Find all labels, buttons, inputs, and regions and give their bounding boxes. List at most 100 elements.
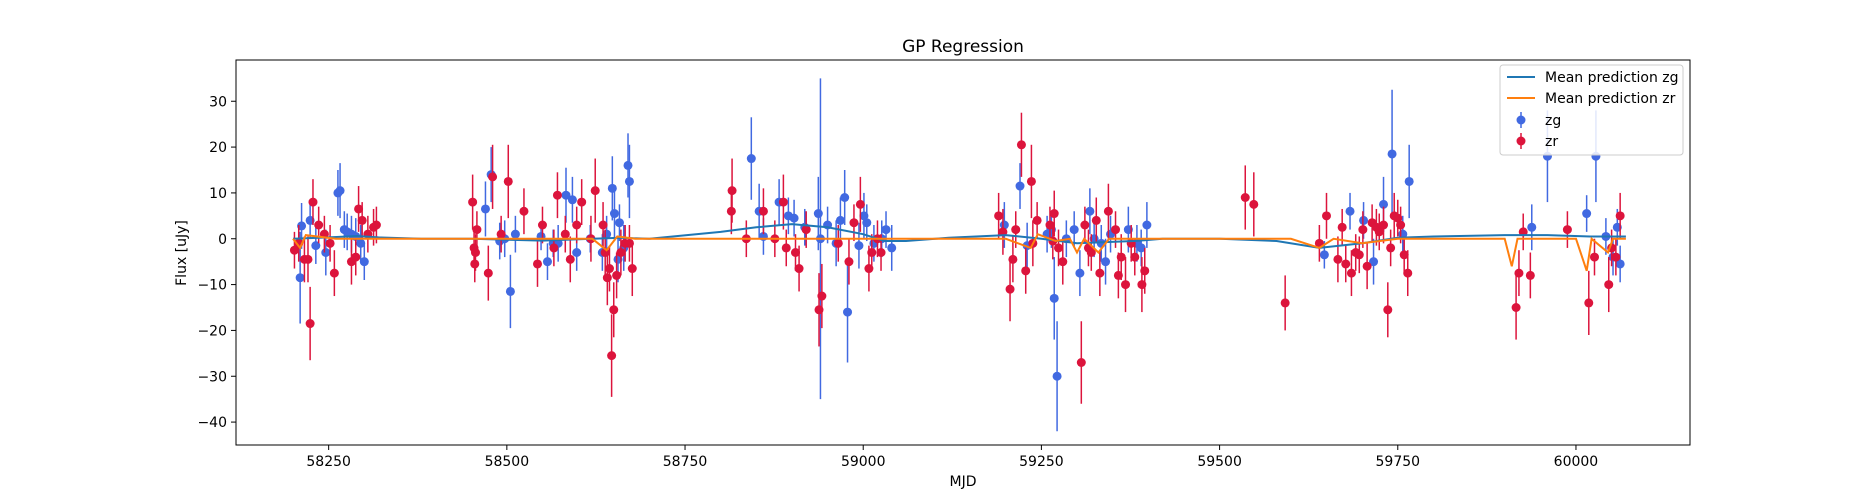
zg-point [1142, 220, 1152, 230]
zr-point [1604, 280, 1614, 290]
zg-point [887, 243, 897, 253]
zr-point [472, 225, 482, 235]
zg-point [624, 176, 634, 186]
zg-point [614, 218, 624, 228]
zg-point [311, 241, 321, 251]
zr-point [305, 319, 315, 329]
zr-point [833, 238, 843, 248]
zg-point [1049, 293, 1059, 303]
zr-point [1240, 193, 1250, 202]
zr-point [994, 211, 1004, 221]
zr-point [1383, 305, 1393, 315]
zg-point [510, 229, 520, 239]
zr-point [849, 218, 859, 228]
zr-point [1086, 248, 1096, 257]
x-tick-label: 60000 [1554, 454, 1599, 470]
zr-point [532, 259, 542, 269]
zr-point [1076, 358, 1086, 367]
y-axis-label: Flux [uJy] [174, 220, 190, 286]
zr-point [1054, 243, 1064, 253]
zr-point [1362, 261, 1372, 271]
zg-point [1101, 257, 1111, 267]
zr-point [1333, 254, 1343, 264]
zg-point [480, 204, 490, 214]
zr-point [855, 199, 865, 209]
plot-frame [235, 59, 1691, 446]
zr-point [503, 176, 513, 186]
zr-point [483, 268, 493, 278]
zr-point [727, 186, 737, 196]
zr-point [1354, 250, 1364, 260]
zr-point [876, 248, 886, 257]
x-tick-label: 59250 [1019, 454, 1064, 470]
zr-point [609, 305, 619, 315]
zr-point [308, 197, 318, 207]
zr-point [468, 197, 478, 207]
zr-point [844, 257, 854, 267]
zr-point [1008, 254, 1018, 264]
zr-point [577, 197, 587, 207]
legend-swatch-zg-marker [1516, 115, 1526, 125]
zg-point [1085, 206, 1095, 216]
zg-point [607, 183, 617, 193]
zr-point [1280, 298, 1290, 308]
zr-point [1341, 259, 1351, 269]
y-tick-label: 0 [218, 232, 227, 248]
zr-point [801, 225, 811, 235]
zr-point [627, 264, 637, 274]
chart-title: GP Regression [902, 37, 1024, 57]
x-tick-label: 58250 [306, 454, 351, 470]
zr-point [1322, 211, 1331, 221]
zr-point [303, 254, 313, 264]
zr-point [1399, 250, 1409, 260]
zg-point [840, 193, 850, 202]
zr-point [1584, 298, 1594, 308]
zr-point [565, 254, 575, 264]
legend-item-zr: zr [1516, 133, 1558, 150]
plot-area [289, 78, 1626, 432]
x-tick-label: 59000 [841, 454, 886, 470]
zg-point [335, 186, 345, 196]
legend: Mean prediction zg Mean prediction zr zg… [1499, 64, 1684, 156]
zr-point [1016, 140, 1026, 150]
legend-item-zg: zg [1516, 112, 1561, 129]
zr-point [604, 264, 614, 274]
zr-point [1080, 220, 1090, 230]
zr-point [1049, 209, 1059, 219]
zr-point [496, 229, 506, 239]
zg-point [321, 248, 331, 257]
zr-point [371, 220, 381, 230]
zg-point [1527, 222, 1537, 232]
zg-point [843, 307, 853, 317]
zr-point [1358, 225, 1368, 235]
zr-point [607, 351, 617, 361]
zr-point [1058, 257, 1068, 267]
zg-point [1052, 371, 1062, 381]
zr-point [1396, 220, 1406, 230]
x-tick-label: 58500 [485, 454, 530, 470]
zg-point [1404, 176, 1414, 186]
legend-label-zg: zg [1545, 113, 1561, 129]
series-mean-zg [292, 223, 1626, 249]
x-tick-label: 59500 [1197, 454, 1242, 470]
zr-point [1140, 266, 1150, 276]
zg-point [572, 248, 582, 257]
legend-item-mean-zr: Mean prediction zr [1507, 91, 1676, 107]
zr-point [1011, 225, 1021, 235]
zg-point [1015, 181, 1025, 191]
zr-point [1130, 252, 1140, 262]
zr-point [1121, 280, 1131, 290]
zg-point [359, 257, 369, 267]
zg-point [862, 218, 872, 228]
y-tick-label: 10 [209, 186, 227, 202]
y-tick-label: −30 [197, 369, 227, 385]
zr-point [1249, 199, 1259, 209]
zg-point [835, 215, 845, 225]
x-tick-label: 59750 [1376, 454, 1421, 470]
zr-point [488, 172, 498, 182]
zr-point [549, 243, 559, 253]
zg-point [1075, 268, 1085, 278]
zg-point [609, 209, 619, 219]
zg-point [1582, 209, 1592, 219]
zr-point [794, 264, 804, 274]
